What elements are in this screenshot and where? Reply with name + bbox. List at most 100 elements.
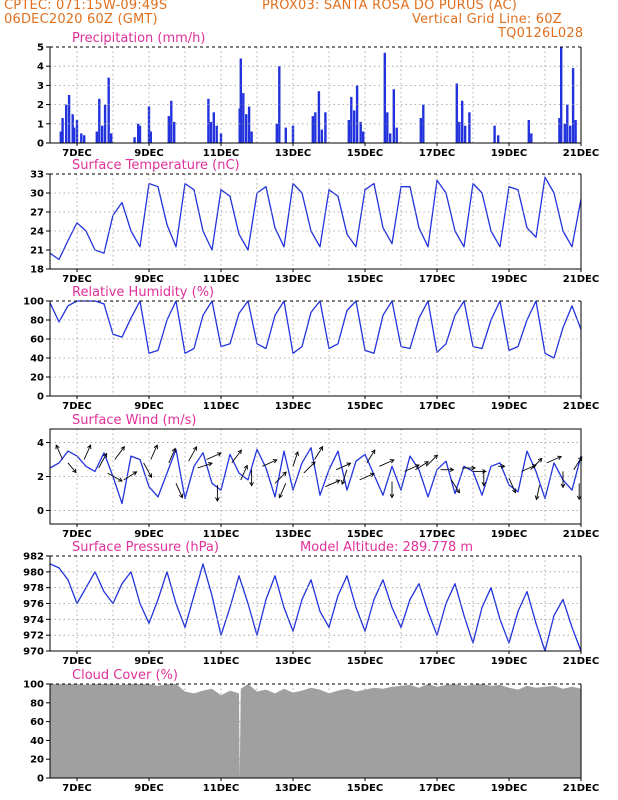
precip-bar: [422, 104, 425, 143]
header-run-date: 06DEC2020 60Z (GMT): [4, 12, 158, 27]
wind-arrow: [123, 471, 137, 481]
x-tick-label: 9DEC: [134, 274, 163, 285]
y-tick-label: 80: [30, 698, 44, 709]
x-tick-label: 17DEC: [419, 656, 455, 667]
precip-bar: [209, 121, 213, 143]
y-tick-label: 972: [23, 631, 44, 642]
wind-arrow: [197, 462, 213, 469]
wind-arrow-head: [576, 495, 582, 501]
wind-arrow-head: [371, 449, 376, 455]
wind-arrow-head: [534, 495, 540, 501]
x-tick-label: 13DEC: [275, 148, 311, 159]
x-tick-label: 7DEC: [62, 656, 91, 667]
x-tick-label: 13DEC: [275, 274, 311, 285]
y-tick-label: 20: [30, 373, 44, 384]
wind-arrow-head: [249, 481, 254, 487]
header-station: PROX03: SANTA ROSA DO PURUS (AC): [262, 0, 518, 13]
wind-arrow-head: [389, 493, 395, 499]
wind-arrow-head: [243, 464, 248, 470]
y-tick-label: 80: [30, 316, 44, 327]
x-tick-label: 17DEC: [419, 148, 455, 159]
x-tick-label: 15DEC: [347, 401, 383, 412]
wind-arrow: [143, 462, 152, 478]
y-tick-label: 60: [30, 717, 44, 728]
wind-arrow-head: [294, 451, 299, 456]
x-tick-label: 15DEC: [347, 529, 383, 540]
wind-arrow: [114, 446, 125, 460]
panel-title: Precipitation (mm/h): [72, 31, 205, 46]
wind-arrow-head: [424, 461, 429, 466]
wind-arrow: [325, 479, 340, 488]
y-tick-label: 2: [37, 472, 44, 483]
y-tick-label: 30: [30, 189, 44, 200]
precip-bar: [530, 133, 533, 143]
x-tick-label: 19DEC: [491, 529, 527, 540]
series-line-2: [49, 300, 582, 359]
precip-bar: [80, 133, 83, 143]
precip-bar: [167, 116, 170, 143]
wind-arrow: [168, 448, 176, 464]
wind-arrow: [379, 459, 394, 467]
wind-arrow: [341, 469, 348, 485]
precip-bar: [133, 137, 136, 143]
x-tick-label: 7DEC: [62, 401, 91, 412]
y-tick-label: 5: [37, 43, 44, 54]
y-tick-label: 18: [30, 265, 44, 276]
x-tick-label: 9DEC: [134, 401, 163, 412]
y-tick-label: 1: [37, 119, 44, 130]
precip-bar: [149, 131, 152, 143]
x-tick-label: 13DEC: [275, 529, 311, 540]
cloud-cover-area: [50, 684, 581, 778]
wind-arrow: [98, 453, 107, 469]
wind-arrow-head: [171, 447, 176, 453]
y-tick-label: 0: [37, 392, 44, 403]
precip-bar: [350, 96, 353, 143]
precip-bar: [468, 112, 471, 143]
precip-bar: [317, 91, 321, 143]
x-tick-label: 19DEC: [491, 401, 527, 412]
wind-arrow: [150, 444, 158, 460]
x-tick-label: 11DEC: [203, 401, 239, 412]
wind-arrow-head: [120, 445, 125, 451]
precip-bar: [72, 127, 76, 143]
precip-bar: [95, 131, 98, 143]
precip-bar: [242, 93, 245, 143]
wind-arrow-head: [272, 459, 278, 464]
precip-bar: [463, 125, 467, 143]
precip-bar: [563, 123, 566, 143]
wind-arrow-head: [216, 452, 222, 457]
wind-arrow-head: [318, 445, 324, 451]
precip-bar: [170, 100, 173, 143]
series-line-1: [49, 176, 582, 261]
x-tick-label: 19DEC: [491, 656, 527, 667]
panel-title: Surface Pressure (hPa): [72, 540, 219, 555]
precip-bar: [558, 118, 561, 143]
x-tick-label: 9DEC: [134, 529, 163, 540]
model-altitude-label: Model Altitude: 289.778 m: [300, 540, 473, 555]
precip-bar: [314, 112, 317, 143]
wind-arrow: [359, 473, 375, 481]
y-tick-label: 4: [37, 438, 44, 449]
wind-arrow: [188, 446, 197, 462]
header-model-id: TQ0126L028: [498, 26, 584, 41]
x-tick-label: 15DEC: [347, 783, 383, 794]
x-tick-label: 9DEC: [134, 656, 163, 667]
y-tick-label: 40: [30, 354, 44, 365]
precip-bar: [61, 118, 64, 143]
x-tick-label: 13DEC: [275, 401, 311, 412]
panel-title: Surface Wind (m/s): [72, 413, 196, 428]
x-tick-label: 7DEC: [62, 148, 91, 159]
panel-4: 970 972 974 976 978 980 982 7DEC 9DEC 11DEC 13DEC 1…: [23, 540, 599, 667]
wind-arrow-head: [531, 464, 537, 469]
panel-2: 0 20 40 60 80 100 7DEC 9DEC 11DEC 13DEC 15DEC 17DEC…: [23, 285, 599, 412]
wind-arrow: [278, 483, 287, 498]
precip-bar: [83, 135, 86, 143]
wind-arrow: [404, 464, 420, 472]
y-tick-label: 40: [30, 736, 44, 747]
x-tick-label: 15DEC: [347, 148, 383, 159]
wind-arrow: [206, 452, 222, 460]
precip-bar: [392, 89, 395, 143]
wind-arrow-head: [278, 493, 283, 499]
precip-bar: [566, 104, 569, 143]
wind-arrow: [546, 456, 562, 464]
